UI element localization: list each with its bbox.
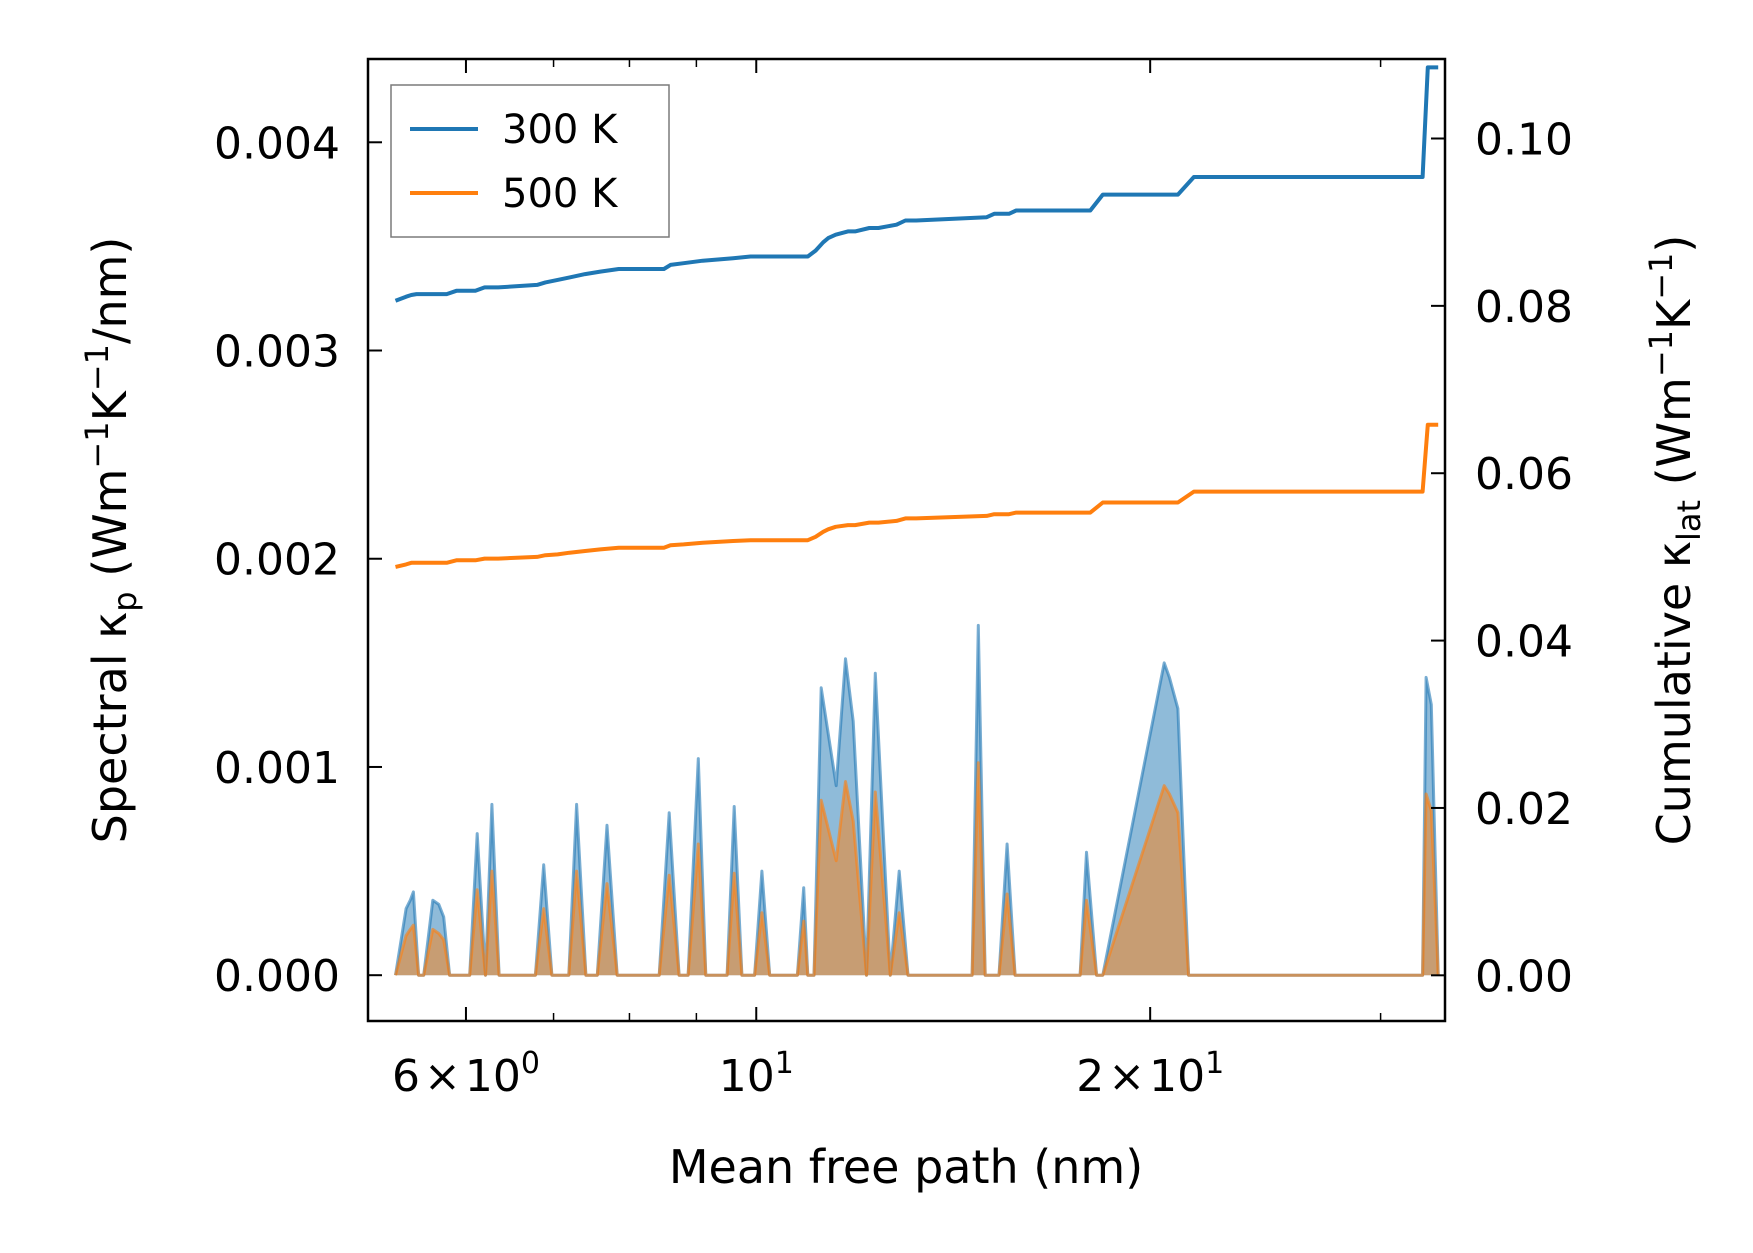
spectral-line-500k bbox=[394, 761, 1440, 977]
y-right-tick-label: 0.00 bbox=[1475, 951, 1573, 1002]
y-right-tick-label: 0.10 bbox=[1475, 115, 1573, 166]
y-left-tick-label: 0.002 bbox=[214, 535, 340, 586]
plot-frame bbox=[366, 57, 1447, 1023]
y-left-tick-labels: 0.000 0.001 0.002 0.003 0.004 bbox=[214, 118, 340, 1002]
y-right-tick-label: 0.02 bbox=[1475, 784, 1573, 835]
y-left-tick-label: 0.003 bbox=[214, 327, 340, 378]
y-left-tick-label: 0.004 bbox=[214, 118, 340, 169]
legend-label-500k: 500 K bbox=[502, 171, 619, 217]
cumulative-line-300k bbox=[394, 65, 1439, 303]
spectral-fills bbox=[394, 623, 1440, 977]
x-tick-label: 2×101 bbox=[1076, 1046, 1224, 1102]
cumulative-line-500k bbox=[395, 422, 1439, 569]
y-right-tick-label: 0.08 bbox=[1475, 282, 1573, 333]
legend-box bbox=[390, 84, 670, 238]
axis-ticks bbox=[368, 59, 1445, 1021]
x-axis-title: Mean free path (nm) bbox=[669, 1140, 1143, 1194]
y-right-tick-label: 0.04 bbox=[1475, 617, 1573, 668]
legend: 300 K 500 K bbox=[390, 84, 670, 238]
y-left-tick-label: 0.000 bbox=[214, 951, 340, 1002]
y-left-axis-title: Spectral κp (Wm−1K−1/nm) bbox=[78, 237, 144, 844]
y-right-axis-title: Cumulative κlat (Wm−1K−1) bbox=[1642, 235, 1708, 846]
y-right-tick-label: 0.06 bbox=[1475, 449, 1573, 500]
x-tick-labels: 6×100 101 2×101 bbox=[392, 1046, 1224, 1102]
legend-label-300k: 300 K bbox=[502, 107, 619, 153]
y-right-tick-labels: 0.00 0.02 0.04 0.06 0.08 0.10 bbox=[1475, 115, 1573, 1003]
x-tick-label: 6×100 bbox=[392, 1046, 540, 1102]
series-lines bbox=[394, 65, 1439, 569]
y-left-tick-label: 0.001 bbox=[214, 743, 340, 794]
x-tick-label: 101 bbox=[719, 1046, 794, 1102]
